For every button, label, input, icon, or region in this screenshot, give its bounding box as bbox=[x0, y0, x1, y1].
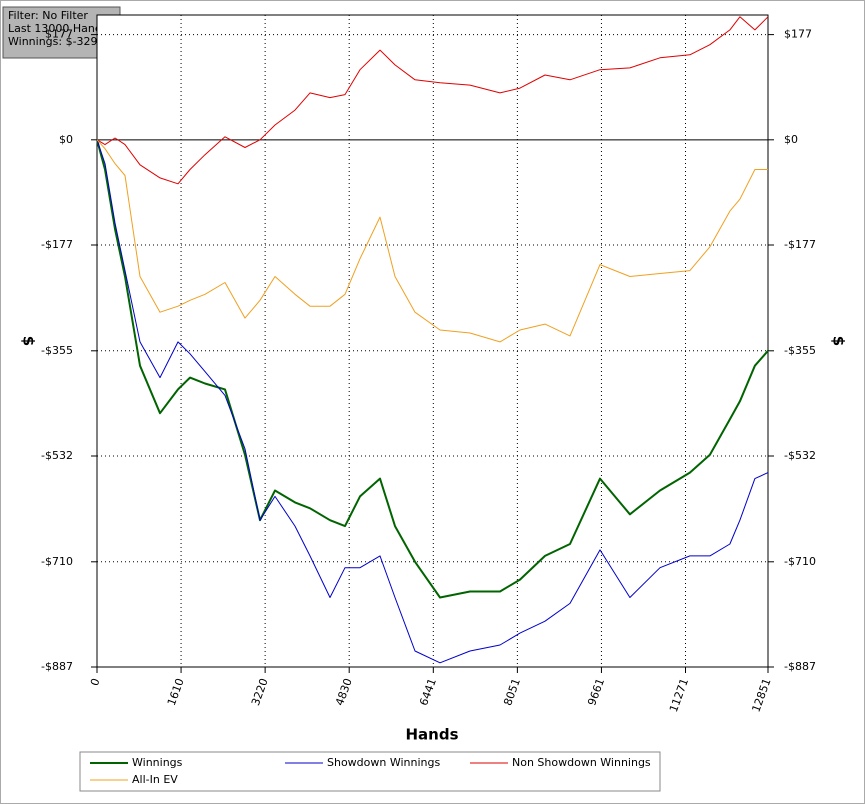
legend-label: Winnings bbox=[132, 756, 183, 769]
y2-tick-label: $177 bbox=[784, 28, 812, 41]
y-tick-label: -$532 bbox=[41, 449, 73, 462]
series-line bbox=[96, 139, 768, 343]
x-axis-label: Hands bbox=[405, 726, 458, 744]
y2-tick-label: $0 bbox=[784, 133, 798, 146]
series-line bbox=[96, 139, 769, 664]
info-hands: Last 13000 Hands bbox=[8, 22, 108, 35]
legend bbox=[79, 751, 661, 792]
y-tick-label: -$887 bbox=[41, 660, 73, 673]
y2-axis-label: $ bbox=[830, 336, 848, 346]
y2-tick-label: -$710 bbox=[784, 555, 816, 568]
series-line bbox=[96, 139, 769, 599]
y2-tick-label: -$355 bbox=[784, 344, 816, 357]
legend-label: All-In EV bbox=[132, 773, 178, 786]
legend-label: Non Showdown Winnings bbox=[512, 756, 651, 769]
series-line bbox=[96, 16, 769, 185]
y2-tick-label: -$532 bbox=[784, 449, 816, 462]
y-tick-label: -$710 bbox=[41, 555, 73, 568]
y-tick-label: -$355 bbox=[41, 344, 73, 357]
plot-area bbox=[96, 14, 769, 668]
y-tick-label: $0 bbox=[59, 133, 73, 146]
y2-tick-label: -$887 bbox=[784, 660, 816, 673]
info-filter: Filter: No Filter bbox=[8, 9, 88, 22]
y-axis-label: $ bbox=[20, 336, 38, 346]
legend-label: Showdown Winnings bbox=[327, 756, 441, 769]
info-winnings: Winnings: $-329.21 bbox=[8, 35, 115, 48]
y-tick-label: $177 bbox=[45, 28, 73, 41]
y2-tick-label: -$177 bbox=[784, 238, 816, 251]
y-tick-label: -$177 bbox=[41, 238, 73, 251]
x-tick-label: 0 bbox=[88, 677, 103, 688]
